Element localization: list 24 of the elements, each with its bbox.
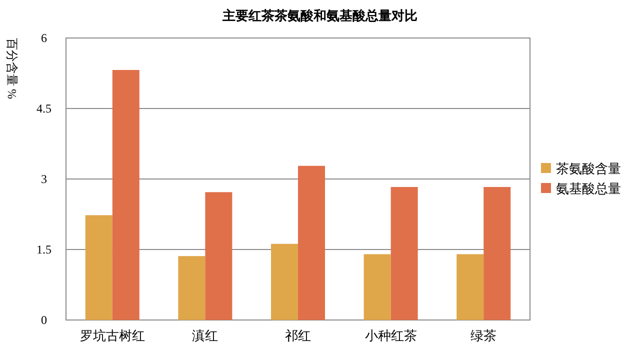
chart-title: 主要红茶茶氨酸和氨基酸总量对比 bbox=[222, 8, 418, 23]
bar bbox=[484, 186, 511, 320]
y-tick-label: 1.5 bbox=[36, 242, 52, 256]
bar bbox=[364, 254, 391, 320]
bar bbox=[298, 166, 325, 320]
x-tick-label: 祁红 bbox=[285, 328, 311, 343]
bar bbox=[112, 70, 140, 320]
bar bbox=[456, 254, 484, 320]
y-tick-label: 6 bbox=[41, 31, 47, 45]
x-tick-label: 绿茶 bbox=[470, 328, 497, 343]
x-tick-label: 罗坑古树红 bbox=[80, 328, 145, 343]
bar bbox=[85, 215, 112, 320]
legend-label: 氨基酸总量 bbox=[556, 181, 621, 196]
bar bbox=[178, 256, 206, 320]
legend-label: 茶氨酸含量 bbox=[556, 161, 621, 176]
x-tick-label: 滇红 bbox=[192, 328, 218, 343]
y-axis-title: 百分含量 % bbox=[5, 38, 19, 99]
y-tick-label: 4.5 bbox=[36, 102, 52, 116]
bar bbox=[271, 244, 298, 320]
bar bbox=[205, 192, 232, 320]
bar bbox=[390, 186, 418, 320]
y-tick-label: 0 bbox=[41, 313, 47, 327]
y-tick-label: 3 bbox=[41, 172, 47, 186]
x-tick-label: 小种红茶 bbox=[364, 328, 417, 343]
